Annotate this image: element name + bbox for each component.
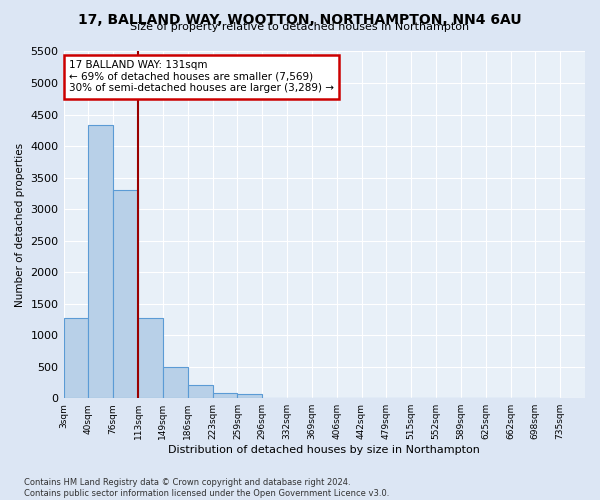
Bar bbox=[138, 318, 163, 398]
Text: Contains HM Land Registry data © Crown copyright and database right 2024.
Contai: Contains HM Land Registry data © Crown c… bbox=[24, 478, 389, 498]
Bar bbox=[64, 318, 88, 398]
Text: 17 BALLAND WAY: 131sqm
← 69% of detached houses are smaller (7,569)
30% of semi-: 17 BALLAND WAY: 131sqm ← 69% of detached… bbox=[69, 60, 334, 94]
X-axis label: Distribution of detached houses by size in Northampton: Distribution of detached houses by size … bbox=[169, 445, 480, 455]
Bar bbox=[238, 394, 262, 398]
Bar bbox=[113, 190, 138, 398]
Text: 17, BALLAND WAY, WOOTTON, NORTHAMPTON, NN4 6AU: 17, BALLAND WAY, WOOTTON, NORTHAMPTON, N… bbox=[78, 12, 522, 26]
Bar bbox=[212, 393, 238, 398]
Bar bbox=[88, 126, 113, 398]
Y-axis label: Number of detached properties: Number of detached properties bbox=[15, 143, 25, 307]
Bar bbox=[188, 385, 212, 398]
Text: Size of property relative to detached houses in Northampton: Size of property relative to detached ho… bbox=[130, 22, 470, 32]
Bar bbox=[163, 368, 188, 398]
